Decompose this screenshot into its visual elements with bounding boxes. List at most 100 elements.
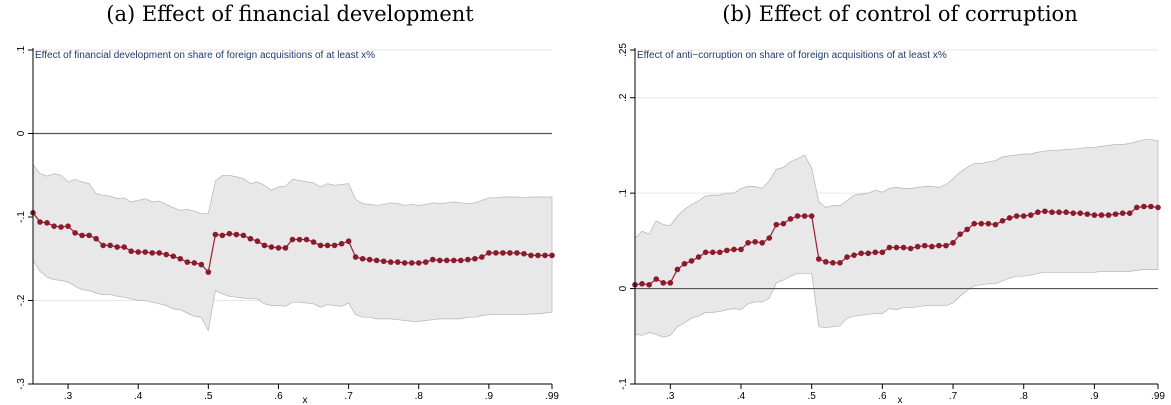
data-point — [759, 239, 766, 246]
data-point — [121, 244, 127, 250]
data-point — [486, 250, 492, 256]
data-point — [345, 238, 352, 245]
data-point — [51, 223, 57, 229]
data-point — [373, 257, 380, 264]
data-point — [858, 250, 864, 257]
data-point — [929, 243, 935, 250]
data-point — [310, 239, 317, 245]
x-tick-label: .7 — [949, 391, 958, 402]
data-point — [667, 280, 674, 286]
data-point — [79, 232, 85, 239]
x-tick-label: .5 — [204, 391, 213, 402]
data-point — [936, 242, 942, 249]
data-point — [226, 230, 233, 237]
data-point — [660, 280, 667, 286]
data-point — [156, 250, 163, 256]
data-point — [549, 252, 555, 259]
data-point — [436, 257, 443, 264]
data-point — [1155, 204, 1161, 211]
data-point — [240, 232, 247, 239]
plot-area: -.3 -.2 -.1 0 .1 .3 .4 .5 .6 .7 .8 .9 .99 — [16, 45, 559, 402]
y-tick-label: .1 — [618, 189, 629, 198]
data-point — [500, 250, 506, 256]
data-point — [324, 242, 331, 249]
data-point — [135, 249, 142, 255]
data-point — [830, 260, 836, 266]
data-point — [1098, 212, 1105, 218]
data-point — [801, 213, 808, 219]
data-point — [978, 220, 985, 227]
data-point — [170, 253, 177, 260]
data-point — [472, 255, 478, 262]
x-tick-label: .8 — [415, 391, 424, 402]
data-point — [331, 242, 338, 249]
data-point — [738, 246, 744, 253]
data-point — [1119, 210, 1126, 216]
data-point — [1133, 204, 1140, 211]
data-point — [688, 258, 695, 264]
data-point — [44, 220, 50, 226]
y-tick-label: .2 — [618, 93, 629, 102]
y-tick-label: 0 — [618, 285, 629, 291]
data-point — [212, 231, 219, 238]
data-point — [422, 259, 429, 265]
data-point — [717, 249, 723, 256]
data-point — [964, 226, 970, 233]
data-point — [268, 244, 275, 250]
data-point — [1020, 213, 1027, 219]
data-point — [338, 240, 345, 247]
confidence-band — [32, 163, 553, 332]
data-point — [401, 260, 408, 266]
data-point — [646, 281, 652, 288]
data-point — [837, 260, 843, 266]
data-point — [823, 259, 829, 265]
data-point — [950, 239, 956, 246]
data-point — [766, 235, 773, 241]
data-point — [247, 235, 254, 242]
data-point — [653, 276, 660, 282]
data-point — [1056, 209, 1062, 216]
x-tick-label: .9 — [1090, 391, 1099, 402]
data-point — [1091, 212, 1098, 218]
data-point — [1112, 211, 1119, 217]
data-point — [521, 250, 527, 257]
data-point — [366, 256, 373, 263]
data-point — [198, 261, 205, 268]
y-tick-label: -.1 — [16, 211, 27, 223]
data-point — [359, 255, 366, 262]
data-point — [724, 247, 730, 254]
chart-note: Effect of financial development on share… — [35, 50, 375, 61]
data-point — [865, 250, 872, 257]
data-point — [702, 249, 709, 256]
data-point — [465, 256, 471, 263]
x-tick-label: .99 — [545, 391, 559, 402]
data-point — [429, 256, 436, 263]
data-point — [72, 230, 78, 236]
data-point — [1027, 212, 1034, 218]
data-point — [1148, 203, 1154, 210]
data-point — [999, 218, 1006, 224]
data-point — [205, 269, 212, 275]
data-point — [886, 244, 893, 251]
data-point — [773, 221, 780, 228]
x-tick-label: .4 — [134, 391, 143, 402]
data-point — [107, 242, 113, 249]
data-point — [184, 259, 191, 265]
y-tick-label: -.2 — [16, 294, 27, 306]
data-point — [985, 220, 992, 227]
data-point — [674, 266, 681, 273]
data-point — [493, 250, 499, 256]
data-point — [851, 252, 857, 258]
data-point — [93, 235, 99, 242]
data-point — [893, 244, 900, 251]
data-point — [86, 232, 92, 239]
x-tick-label: .6 — [878, 391, 887, 402]
data-point — [794, 213, 801, 219]
data-point — [317, 242, 324, 249]
data-point — [752, 239, 758, 245]
data-point — [639, 281, 645, 287]
y-tick-label: .25 — [618, 43, 629, 57]
data-point — [394, 259, 401, 265]
data-point — [282, 245, 289, 251]
data-point — [844, 254, 850, 260]
